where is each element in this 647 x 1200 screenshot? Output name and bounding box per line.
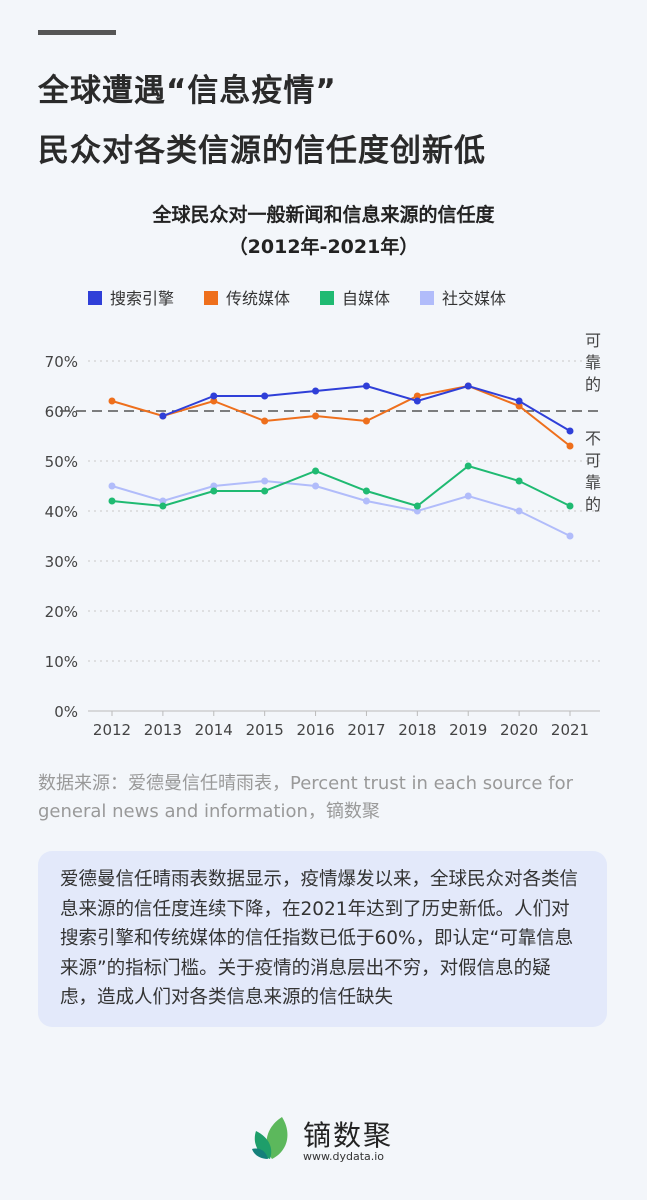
summary-note: 爱德曼信任晴雨表数据显示，疫情爆发以来，全球民众对各类信息来源的信任度连续下降，… <box>38 851 607 1027</box>
data-point <box>261 487 269 495</box>
reliable-label: 可靠的 <box>584 331 601 394</box>
data-point <box>566 442 574 450</box>
unreliable-label: 不可靠的 <box>584 429 601 514</box>
data-point <box>108 397 116 405</box>
brand-logo-icon <box>252 1117 288 1159</box>
data-point <box>261 417 269 425</box>
data-point <box>312 482 320 490</box>
data-point <box>413 392 421 400</box>
x-tick-label: 2017 <box>347 721 385 739</box>
data-point <box>210 397 218 405</box>
brand-url: www.dydata.io <box>303 1150 385 1163</box>
data-point <box>464 462 472 470</box>
data-point <box>312 467 320 475</box>
page-title-line1: 全球遭遇“信息疫情” <box>38 73 337 109</box>
data-point <box>159 502 167 510</box>
data-point <box>362 487 370 495</box>
data-point <box>464 492 472 500</box>
chart-legend: 搜索引擎 传统媒体 自媒体 社交媒体 <box>88 285 506 309</box>
x-tick-label: 2016 <box>296 721 334 739</box>
data-point <box>159 412 167 420</box>
x-tick-label: 2020 <box>500 721 538 739</box>
y-tick-label: 40% <box>45 503 78 521</box>
legend-swatch <box>204 291 219 305</box>
data-point <box>515 507 523 515</box>
data-point <box>312 412 320 420</box>
x-tick-label: 2014 <box>195 721 233 739</box>
data-point <box>261 477 269 485</box>
legend-label: 自媒体 <box>342 289 391 308</box>
legend-item: 传统媒体 <box>204 285 290 309</box>
series-line <box>111 479 571 537</box>
data-point <box>566 502 574 510</box>
page-title-line2: 民众对各类信源的信任度创新低 <box>38 133 486 169</box>
series-line <box>111 384 571 447</box>
data-point <box>566 532 574 540</box>
brand-name: 镝数聚 <box>303 1119 394 1152</box>
legend-label: 传统媒体 <box>226 289 291 308</box>
y-tick-label: 10% <box>45 653 78 671</box>
legend-item: 搜索引擎 <box>88 285 174 309</box>
x-tick-label: 2012 <box>93 721 131 739</box>
legend-swatch <box>320 291 335 305</box>
data-source: 数据来源：爱德曼信任晴雨表，Percent trust in each sour… <box>38 773 573 822</box>
x-tick-label: 2013 <box>144 721 182 739</box>
y-tick-label: 50% <box>45 453 78 471</box>
data-point <box>362 497 370 505</box>
y-tick-label: 0% <box>54 703 78 721</box>
chart-subtitle: （2012年-2021年） <box>228 236 419 258</box>
x-tick-label: 2019 <box>449 721 487 739</box>
x-tick-label: 2015 <box>246 721 284 739</box>
data-point <box>413 507 421 515</box>
data-point <box>108 497 116 505</box>
data-point <box>210 392 218 400</box>
decorative-bar <box>38 30 116 35</box>
y-tick-label: 20% <box>45 603 78 621</box>
data-point <box>515 402 523 410</box>
y-tick-label: 30% <box>45 553 78 571</box>
line-chart: 0% 10% 20% 30% 40% 50% 60% 70% 2012 2013 2014 2015 2… <box>45 353 600 739</box>
data-point <box>108 482 116 490</box>
data-point <box>413 397 421 405</box>
data-point <box>210 487 218 495</box>
legend-item: 社交媒体 <box>420 285 506 309</box>
data-point <box>362 382 370 390</box>
data-point <box>515 477 523 485</box>
chart-title: 全球民众对一般新闻和信息来源的信任度 <box>152 204 495 226</box>
legend-swatch <box>88 291 102 305</box>
data-point <box>210 482 218 490</box>
data-point <box>261 392 269 400</box>
legend-item: 自媒体 <box>320 285 390 309</box>
x-tick-label: 2018 <box>398 721 436 739</box>
data-point <box>413 502 421 510</box>
data-point <box>312 387 320 395</box>
data-point <box>159 497 167 505</box>
data-point <box>515 397 523 405</box>
legend-label: 社交媒体 <box>442 289 507 308</box>
y-tick-label: 60% <box>45 403 78 421</box>
legend-swatch <box>420 291 435 305</box>
data-point <box>362 417 370 425</box>
legend-label: 搜索引擎 <box>110 289 175 308</box>
y-tick-label: 70% <box>45 353 78 371</box>
data-point <box>566 427 574 435</box>
series-line <box>111 464 571 508</box>
x-tick-label: 2021 <box>551 721 589 739</box>
data-point <box>464 382 472 390</box>
